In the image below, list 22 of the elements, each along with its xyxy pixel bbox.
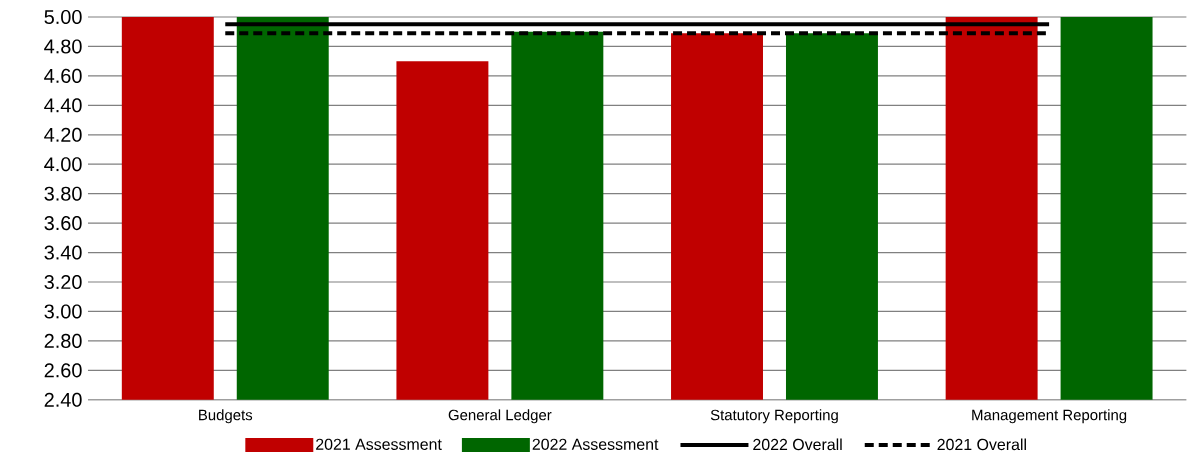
y-tick-label: 3.20 (44, 275, 82, 290)
y-tick-label: 3.80 (44, 186, 82, 201)
x-tick-label: Budgets (199, 409, 253, 424)
y-tick-label: 2.40 (44, 392, 82, 407)
y-tick-label: 4.60 (44, 68, 82, 84)
y-tick-label: 2.60 (44, 363, 82, 378)
y-tick-label: 3.00 (44, 304, 82, 319)
y-tick-label: 4.40 (44, 98, 82, 113)
legend-label: 2021 Overall (937, 438, 1026, 451)
y-tick-label: 3.40 (44, 245, 82, 260)
legend-label: 2022 Overall (753, 438, 842, 451)
y-tick-label: 2.80 (44, 333, 82, 349)
x-tick-label: Statutory Reporting (710, 409, 838, 424)
x-tick-label: Management Reporting (972, 409, 1127, 424)
legend-label: 2021 Assessment (316, 438, 442, 451)
legend-label: 2022 Assessment (532, 438, 659, 451)
y-tick-label: 4.00 (44, 157, 82, 172)
y-tick-label: 4.20 (44, 127, 82, 142)
y-tick-label: 5.00 (44, 10, 82, 25)
x-tick-label: General Ledger (448, 409, 552, 424)
y-tick-label: 4.80 (44, 39, 82, 54)
y-tick-label: 3.60 (44, 216, 82, 231)
